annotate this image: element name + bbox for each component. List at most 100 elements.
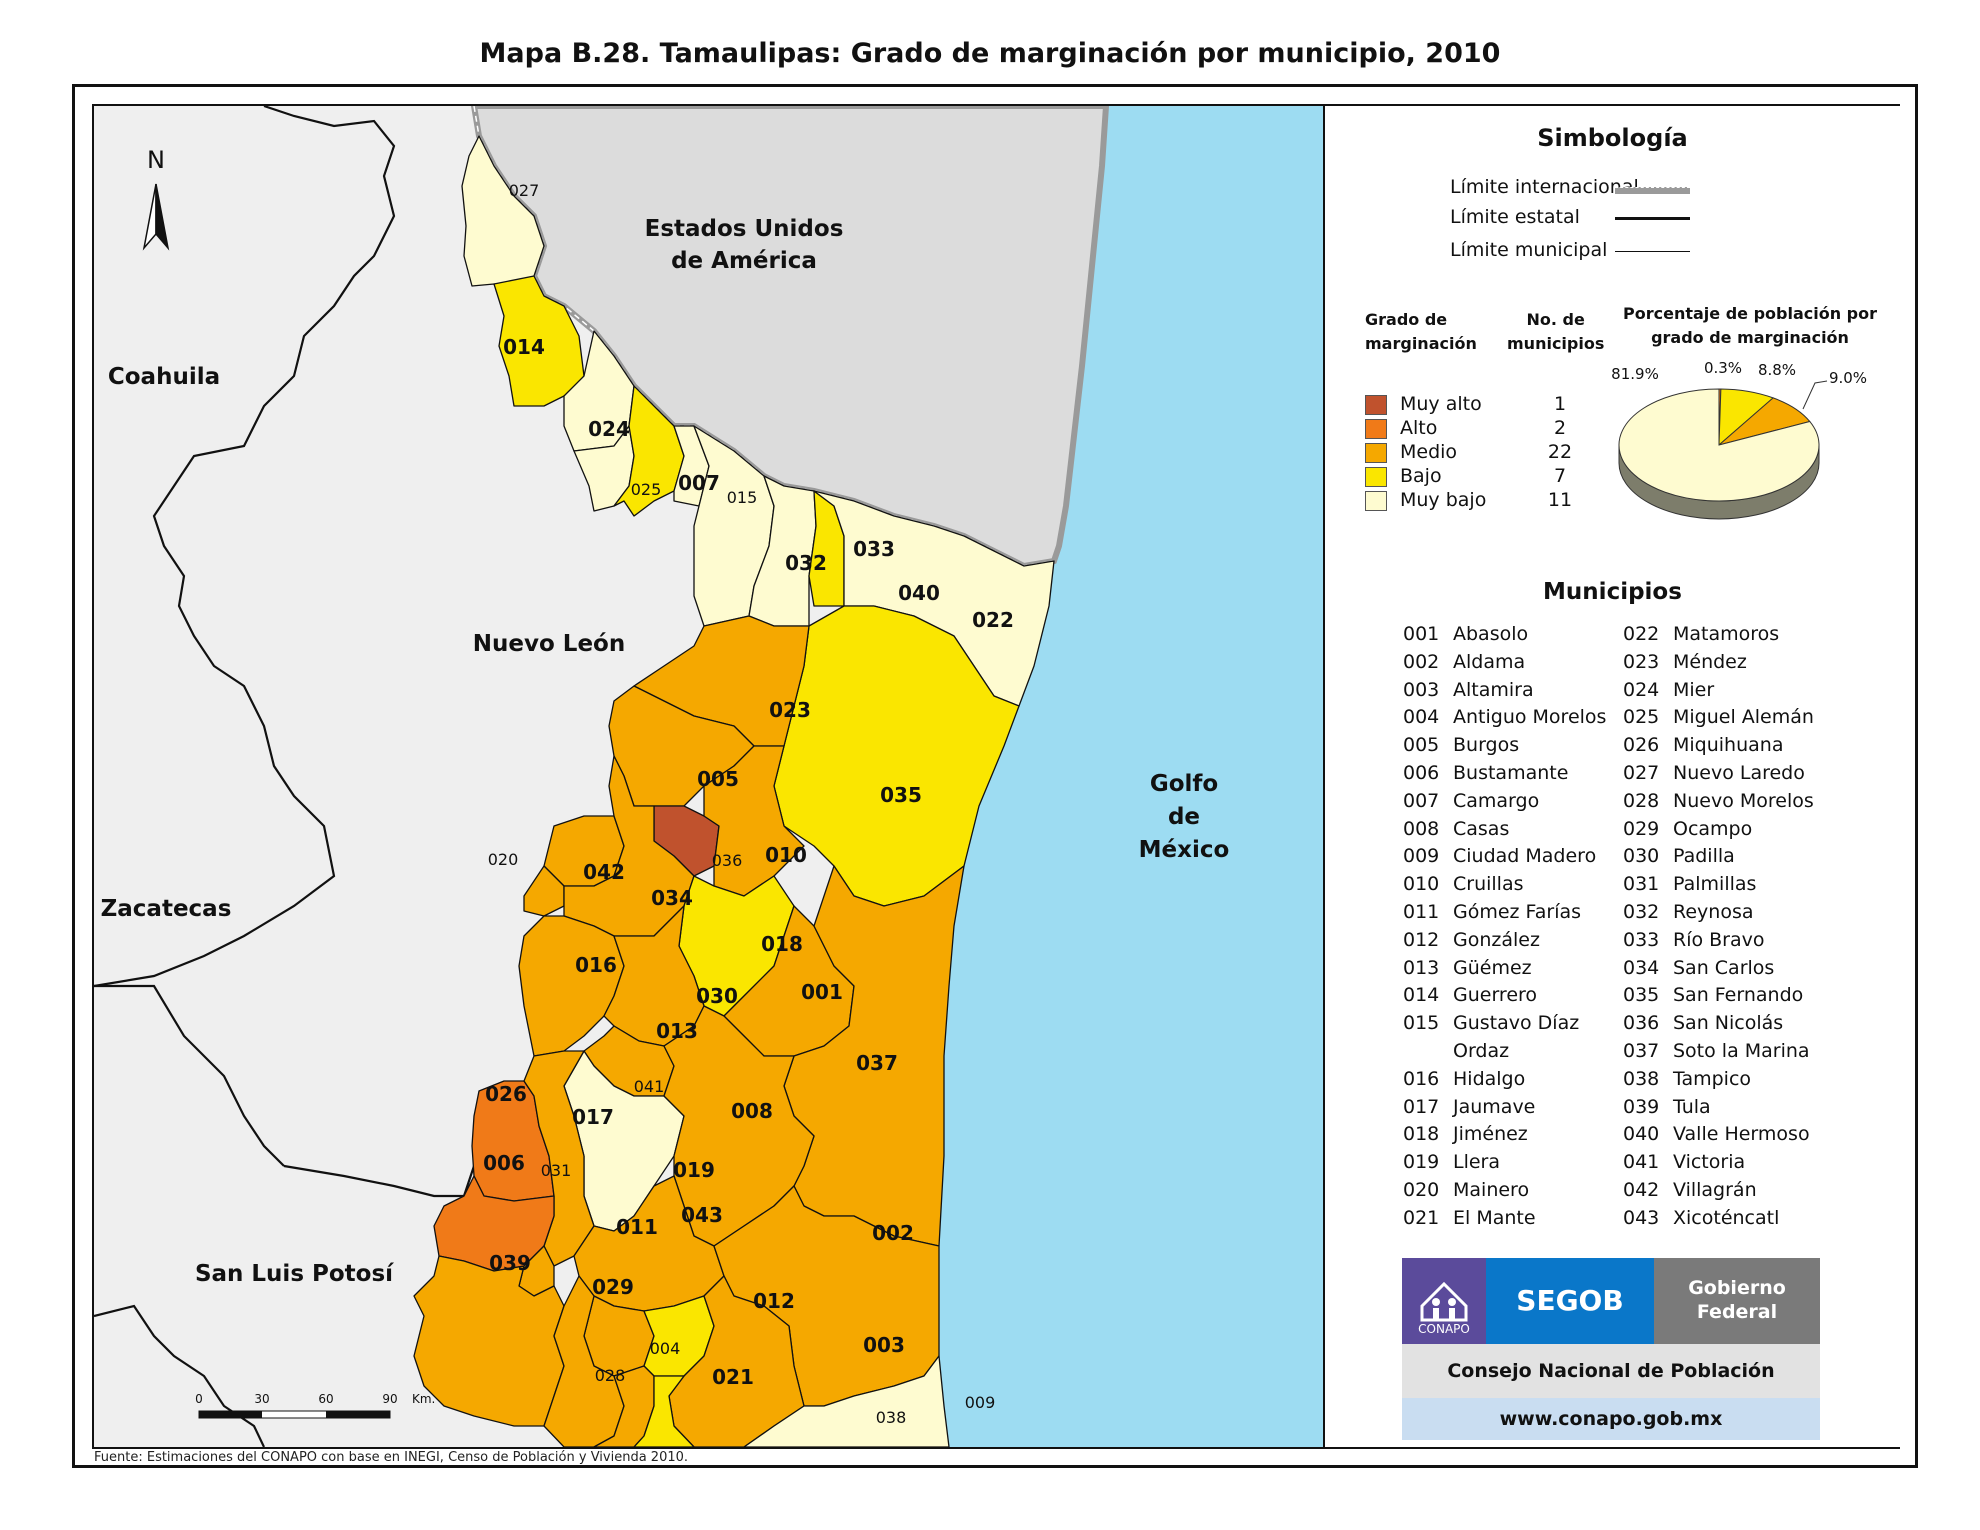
code-043b: 043: [681, 1203, 723, 1227]
legend-panel: Simbología Límite internacional Límite e…: [1323, 106, 1900, 1447]
municipio-list-item: 015 Gustavo Díaz: [1403, 1010, 1606, 1038]
legend-title: Simbología: [1537, 124, 1688, 152]
label-san-luis-potosi: San Luis Potosí: [195, 1261, 394, 1287]
code-022: 022: [972, 608, 1014, 632]
svg-text:Km.: Km.: [412, 1392, 435, 1406]
municipio-name: Ocampo: [1673, 817, 1753, 840]
label-golfo-3: México: [1139, 837, 1230, 863]
municipio-name: Cruillas: [1453, 873, 1524, 896]
code-014: 014: [503, 335, 545, 359]
municipio-code: 002: [1403, 650, 1440, 673]
municipio-code: 037: [1623, 1039, 1660, 1062]
scale-bar: 0 30 60 90 Km.: [195, 1392, 435, 1419]
code-021: 021: [712, 1365, 754, 1389]
code-037: 037: [856, 1051, 898, 1075]
municipio-name: San Nicolás: [1673, 1012, 1784, 1035]
municipio-name: Bustamante: [1453, 761, 1569, 784]
label-zacatecas: Zacatecas: [101, 896, 232, 922]
pie-label: 0.3%: [1704, 359, 1742, 377]
class-swatch: [1365, 467, 1387, 487]
municipio-name: Abasolo: [1453, 623, 1529, 645]
class-count: 11: [1547, 489, 1573, 511]
municipio-name: Jiménez: [1453, 1123, 1528, 1146]
municipio-code: 012: [1403, 928, 1440, 951]
code-015: 015: [727, 488, 758, 507]
code-023: 023: [769, 698, 811, 722]
municipio-code: 016: [1403, 1067, 1440, 1090]
municipio-016: [518, 915, 625, 1057]
code-010: 010: [765, 843, 807, 867]
limit-municipal-label: Límite municipal: [1450, 239, 1608, 261]
municipio-name: Mainero: [1453, 1178, 1530, 1201]
pie-label: 81.9%: [1611, 365, 1659, 383]
conapo-url-link[interactable]: www.conapo.gob.mx: [1402, 1398, 1820, 1440]
municipio-list-item: 024 Mier: [1623, 677, 1814, 705]
municipio-list-item: 001 Abasolo: [1403, 621, 1606, 649]
class-count: 22: [1547, 441, 1573, 463]
municipio-code: 042: [1623, 1178, 1660, 1201]
class-label: Alto: [1400, 417, 1438, 439]
municipio-list-item: 034 San Carlos: [1623, 955, 1814, 983]
municipio-list-item: 039 Tula: [1623, 1094, 1814, 1122]
municipio-name: Ciudad Madero: [1453, 845, 1597, 868]
code-035: 035: [880, 783, 922, 807]
municipio-list-item: 019 Llera: [1403, 1149, 1606, 1177]
code-013: 013: [656, 1019, 698, 1043]
municipio-name: Llera: [1453, 1151, 1501, 1174]
municipio-name: Xicoténcatl: [1673, 1206, 1780, 1229]
code-026: 026: [485, 1082, 527, 1106]
municipio-list-item: 022 Matamoros: [1623, 621, 1814, 649]
municipio-name: Victoria: [1673, 1151, 1746, 1174]
municipio-list-item: 033 Río Bravo: [1623, 927, 1814, 955]
svg-text:90: 90: [382, 1392, 397, 1406]
municipio-list-item: 016 Hidalgo: [1403, 1066, 1606, 1094]
municipio-code: 038: [1623, 1067, 1660, 1090]
municipio-code: 001: [1403, 623, 1440, 645]
municipio-list-item: 021 El Mante: [1403, 1205, 1606, 1233]
municipio-name: Güémez: [1453, 956, 1532, 979]
municipio-list-item: 031 Palmillas: [1623, 871, 1814, 899]
code-019: 019: [673, 1158, 715, 1182]
municipio-code: 035: [1623, 984, 1660, 1007]
code-033: 033: [853, 537, 895, 561]
code-024: 024: [588, 417, 630, 441]
municipio-code: 004: [1403, 706, 1440, 729]
municipio-code: 021: [1403, 1206, 1440, 1229]
code-040: 040: [898, 581, 940, 605]
municipio-code: 025: [1623, 706, 1660, 729]
municipio-list-item: 037 Soto la Marina: [1623, 1038, 1814, 1066]
municipio-code: 041: [1623, 1151, 1660, 1174]
municipio-code: 019: [1403, 1151, 1440, 1174]
municipio-code: 034: [1623, 956, 1660, 979]
municipio-list-item: 006 Bustamante: [1403, 760, 1606, 788]
logo-banner: CONAPO SEGOB Gobierno Federal: [1402, 1258, 1820, 1344]
municipio-code: 011: [1403, 900, 1440, 923]
municipio-list-item: 036 San Nicolás: [1623, 1010, 1814, 1038]
class-count: 7: [1553, 465, 1567, 487]
code-029: 029: [592, 1275, 634, 1299]
municipio-code: 003: [1403, 678, 1440, 701]
municipio-code: 009: [1403, 845, 1440, 868]
municipio-list-item: 012 González: [1403, 927, 1606, 955]
municipio-name: El Mante: [1453, 1206, 1536, 1229]
pie-chart: 81.9% 0.3% 8.8% 9.0%: [1611, 359, 1867, 520]
municipio-list-item: 002 Aldama: [1403, 649, 1606, 677]
grado-header: Grado de marginación: [1365, 310, 1477, 353]
class-label: Bajo: [1400, 465, 1442, 487]
code-004: 004: [650, 1339, 681, 1358]
municipio-list-item: 026 Miquihuana: [1623, 732, 1814, 760]
class-label: Muy bajo: [1400, 489, 1487, 511]
code-006: 006: [483, 1151, 525, 1175]
municipio-code: 033: [1623, 928, 1660, 951]
source-note: Fuente: Estimaciones del CONAPO con base…: [94, 1450, 689, 1465]
municipio-name: Río Bravo: [1673, 928, 1765, 951]
limit-international-label: Límite internacional: [1450, 176, 1639, 198]
code-016: 016: [575, 953, 617, 977]
municipio-name: Ordaz: [1453, 1039, 1510, 1062]
municipio-list-item: 041 Victoria: [1623, 1149, 1814, 1177]
code-032: 032: [785, 551, 827, 575]
municipio-list-item: 014 Guerrero: [1403, 982, 1606, 1010]
municipio-code: 026: [1623, 734, 1660, 757]
municipio-name: Gómez Farías: [1453, 900, 1582, 923]
municipio-code: 013: [1403, 956, 1440, 979]
